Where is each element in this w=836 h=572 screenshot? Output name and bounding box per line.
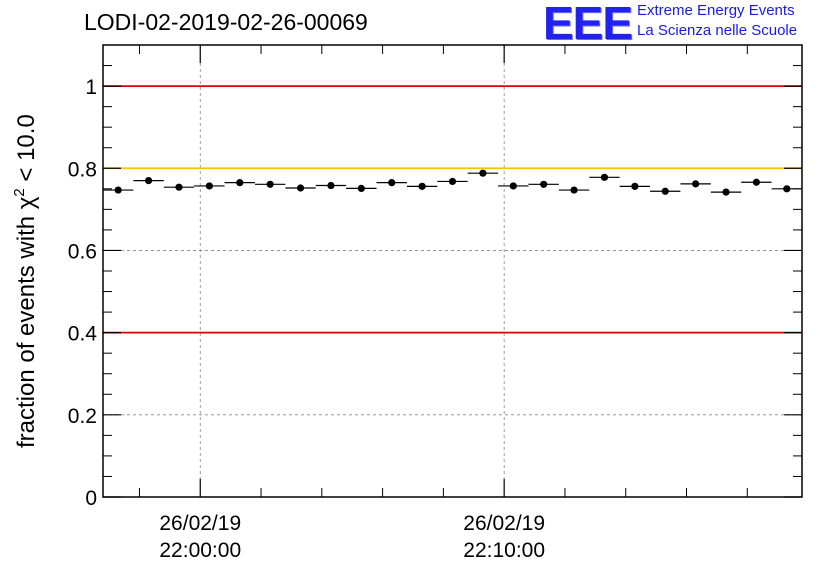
- chart-title: LODI-02-2019-02-26-00069: [84, 9, 368, 35]
- y-tick-label: 0.4: [68, 323, 98, 346]
- x-tick-label-time: 22:10:00: [463, 539, 545, 562]
- grid-layer: [103, 45, 802, 498]
- reference-lines: [103, 85, 802, 334]
- y-tick-label: 0: [85, 487, 97, 510]
- logo-subtitle-line2: La Scienza nelle Scuole: [637, 22, 798, 39]
- data-point: [296, 184, 305, 192]
- x-tick-label-date: 26/02/19: [463, 512, 545, 535]
- data-point: [448, 177, 457, 186]
- y-tick-label: 1: [85, 76, 97, 99]
- y-axis-label: fraction of events with χ2 < 10.0: [11, 114, 40, 448]
- x-tick-label-time: 22:00:00: [159, 539, 241, 562]
- data-point: [388, 179, 396, 187]
- data-point: [570, 186, 578, 194]
- y-axis-label-suffix: < 10.0: [13, 114, 40, 188]
- eee-logo: EEE: [543, 0, 633, 49]
- y-tick-label: 0.2: [68, 405, 97, 428]
- data-point: [661, 187, 669, 195]
- data-point: [114, 186, 122, 194]
- data-point: [783, 185, 791, 193]
- data-point: [722, 188, 730, 196]
- y-axis-label-exponent: 2: [11, 188, 28, 196]
- data-point: [175, 183, 183, 191]
- data-point: [205, 182, 213, 190]
- logo-subtitle-line1: Extreme Energy Events: [637, 2, 795, 19]
- data-point: [600, 173, 609, 181]
- data-point: [692, 180, 700, 188]
- data-point: [266, 180, 274, 188]
- axes: 0 0.2 0.4 0.6 0.8 1 26/02/19 22:00:00 26/02/19 22…: [68, 45, 802, 562]
- data-point: [144, 177, 153, 185]
- y-axis-label-prefix: fraction of events with: [13, 209, 40, 448]
- data-point: [357, 184, 365, 193]
- data-point: [418, 182, 426, 190]
- data-series: [103, 169, 802, 196]
- y-tick-label: 0.6: [68, 240, 97, 263]
- data-point: [540, 180, 548, 188]
- y-tick-label: 0.8: [68, 158, 97, 181]
- x-tick-label-date: 26/02/19: [159, 512, 241, 535]
- data-point: [236, 179, 244, 187]
- data-point: [752, 178, 761, 186]
- data-point: [509, 182, 517, 190]
- plot-frame: [102, 44, 803, 498]
- y-axis-label-chi: χ: [13, 196, 40, 209]
- data-point: [479, 169, 487, 177]
- data-point: [327, 181, 335, 190]
- data-point: [631, 182, 639, 190]
